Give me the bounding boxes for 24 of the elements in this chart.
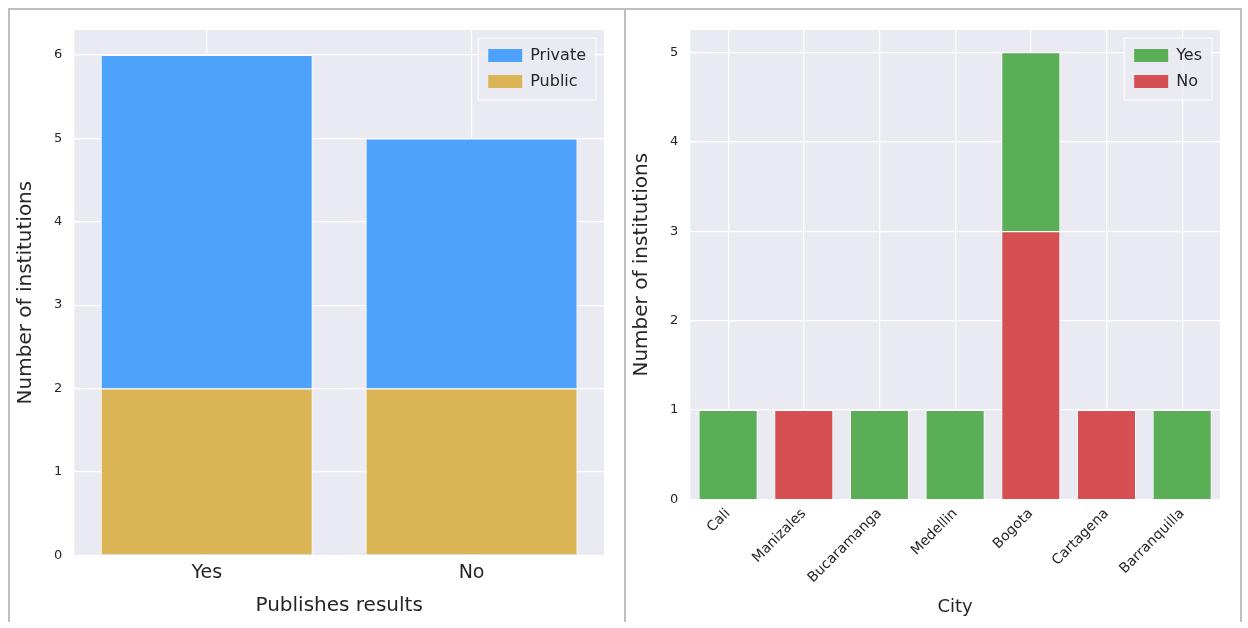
legend-label: Public: [530, 71, 578, 91]
x-axis-title: Publishes results: [255, 592, 423, 617]
y-tick-label: 5: [669, 43, 679, 59]
y-tick-label: 3: [53, 296, 63, 312]
y-tick-label: 0: [53, 546, 63, 562]
y-tick-label: 1: [53, 463, 63, 479]
y-tick-label: 0: [669, 490, 679, 506]
y-tick-label: 5: [53, 129, 63, 145]
y-tick-label: 6: [53, 46, 63, 62]
y-tick-label: 4: [669, 133, 679, 149]
y-tick-label: 2: [669, 312, 679, 327]
x-tick-label: No: [458, 559, 485, 582]
y-tick-label: 4: [53, 213, 63, 229]
x-tick-label: Cali: [703, 504, 733, 535]
y-tick-label: 1: [669, 401, 679, 417]
legend-label: Private: [530, 45, 586, 65]
x-axis-title: City: [937, 594, 974, 616]
y-tick-label: 3: [669, 222, 679, 238]
y-tick-label: 2: [53, 379, 63, 395]
legend-label: No: [1176, 71, 1198, 91]
y-axis-title: Number of institutions: [628, 152, 653, 377]
y-axis-title: Number of institutions: [12, 180, 37, 405]
legend-label: Yes: [1175, 45, 1202, 65]
x-tick-label: Yes: [190, 559, 223, 582]
